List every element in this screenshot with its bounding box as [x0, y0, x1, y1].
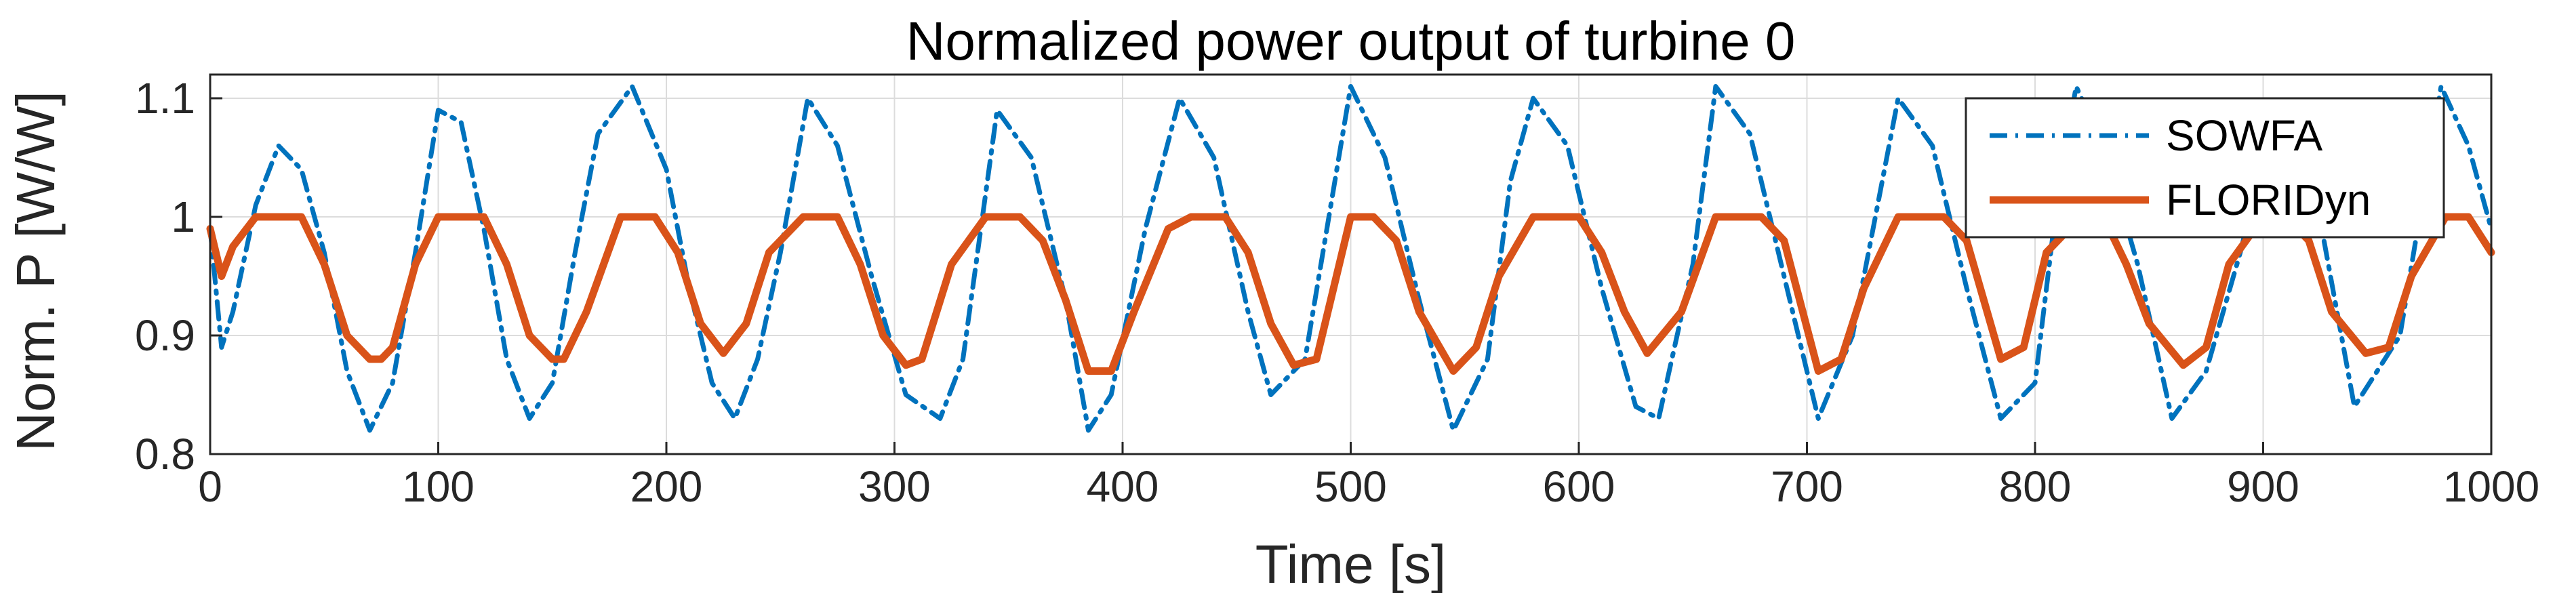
x-tick-label: 500 [1314, 462, 1387, 511]
y-axis-title: Norm. P [W/W] [5, 91, 66, 451]
legend-box [1965, 97, 2445, 239]
x-tick-label: 1000 [2443, 462, 2539, 511]
y-tick-label: 1.1 [135, 74, 195, 123]
legend-label-floridyn: FLORIDyn [2166, 176, 2371, 224]
axis-ticks: 0 100 200 300 400 500 600 700 800 900 1000 0.8 0.9 1 1… [135, 74, 2539, 511]
y-tick-label: 1 [171, 192, 195, 241]
chart-title: Normalized power output of turbine 0 [906, 11, 1796, 71]
x-axis-title: Time [s] [1255, 534, 1446, 593]
legend-label-sowfa: SOWFA [2166, 111, 2322, 160]
x-tick-label: 400 [1087, 462, 1159, 511]
x-tick-label: 300 [858, 462, 931, 511]
x-tick-label: 0 [198, 462, 222, 511]
y-tick-label: 0.8 [135, 430, 195, 478]
x-tick-label: 600 [1543, 462, 1615, 511]
x-tick-label: 900 [2227, 462, 2299, 511]
x-tick-label: 100 [402, 462, 475, 511]
x-tick-label: 200 [630, 462, 703, 511]
x-tick-label: 800 [1999, 462, 2072, 511]
x-tick-label: 700 [1771, 462, 1843, 511]
legend: SOWFA FLORIDyn [1965, 97, 2445, 239]
y-tick-label: 0.9 [135, 311, 195, 360]
